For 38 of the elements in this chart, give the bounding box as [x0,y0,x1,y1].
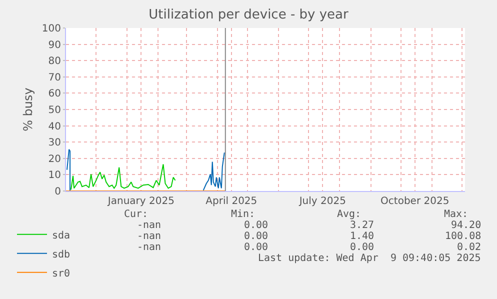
y-tick-label: 100 [42,24,61,34]
chart-title: Utilization per device - by year [148,8,350,23]
text: Cur: [124,209,148,220]
text: 0.02 [457,242,482,253]
legend-label: sr0 [52,268,70,280]
text: 94.20 [451,220,482,231]
y-tick-label: 30 [48,138,61,149]
y-tick-label: 70 [48,72,61,84]
y-tick-label: 60 [48,88,61,100]
y-tick-label: 90 [48,40,61,51]
text: 100.08 [445,231,482,242]
text: 3.27 [350,220,374,231]
text: Min: [231,209,256,220]
text: 0.00 [244,231,268,242]
y-tick-label: 0 [54,186,61,198]
text: Last update: Wed Apr 9 09:40:05 2025 [258,253,481,264]
y-tick-label: 40 [48,121,61,132]
text: 0.00 [350,242,374,253]
y-tick-label: 50 [48,105,61,116]
x-tick-label: January 2025 [106,196,174,207]
y-tick-label: 80 [48,56,61,68]
y-tick-label: 20 [48,154,61,165]
y-axis-title: % busy [21,88,36,132]
x-tick-label: July 2025 [298,196,346,207]
text: Avg: [337,209,362,220]
text: 0.00 [244,242,268,253]
text: -nan [137,220,162,231]
y-tick-label: 10 [48,170,61,182]
line-series [70,164,176,190]
text: 0.00 [244,220,268,231]
text: Max: [444,209,468,220]
text: 1.40 [350,231,374,242]
text: -nan [137,242,162,253]
x-tick-label: April 2025 [206,196,258,207]
text: -nan [137,231,162,242]
legend-label: sdb [52,249,70,260]
legend-label: sda [52,230,70,242]
x-tick-label: October 2025 [380,196,450,207]
